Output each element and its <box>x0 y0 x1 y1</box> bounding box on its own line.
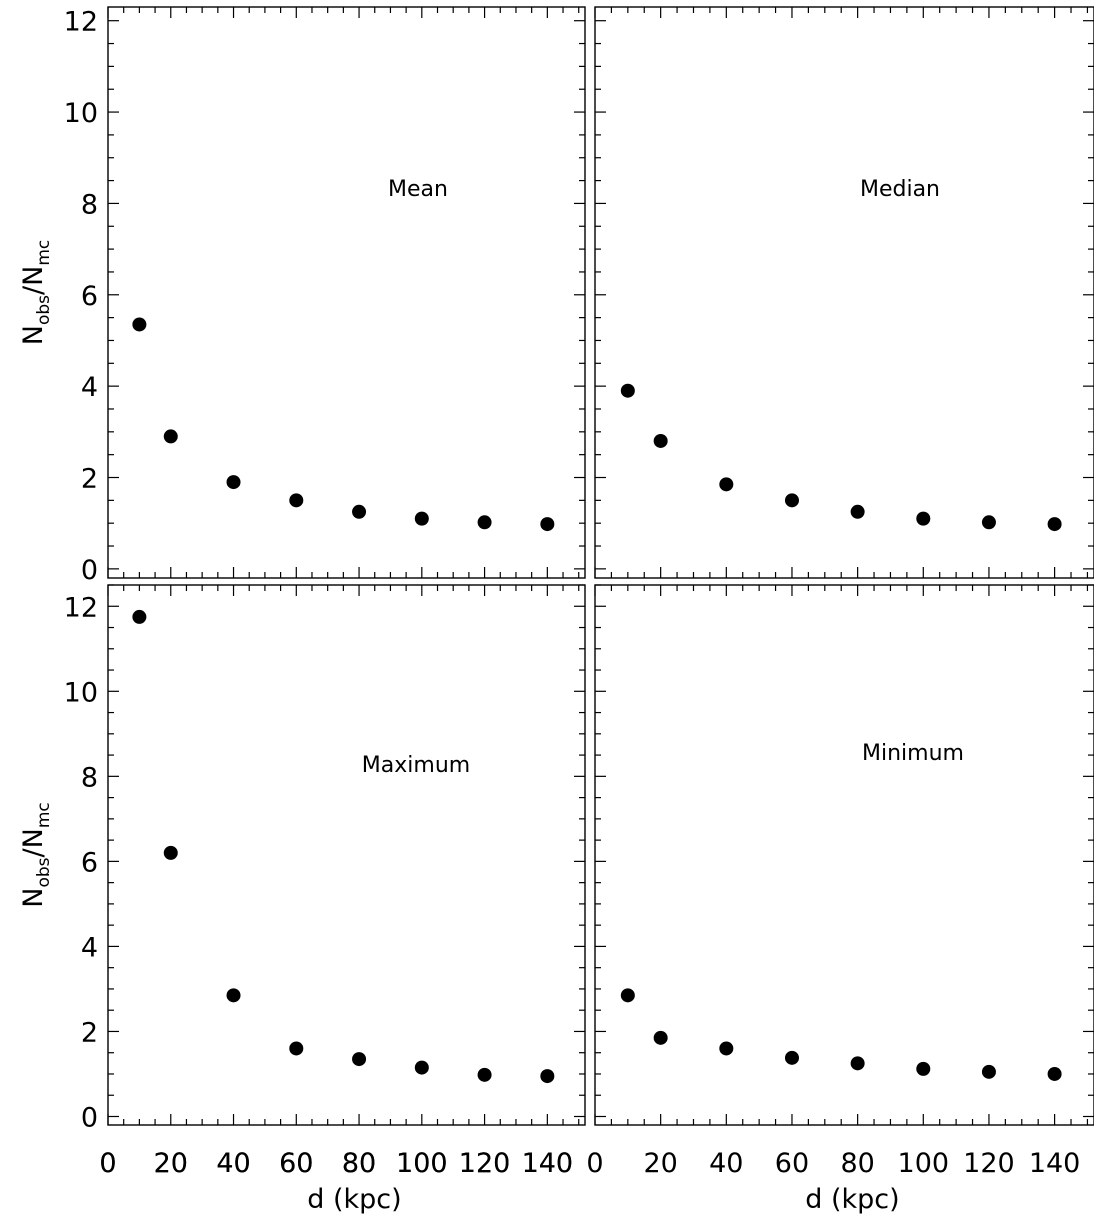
y-tick-label: 0 <box>81 555 98 586</box>
y-axis-title-sub1: obs <box>34 857 54 887</box>
panel-annotation: Maximum <box>362 753 470 778</box>
y-axis-title-sub1: obs <box>34 295 54 325</box>
y-tick-label: 12 <box>64 7 98 38</box>
y-tick-label: 12 <box>64 592 98 623</box>
data-point <box>289 493 304 508</box>
data-point <box>477 1067 492 1082</box>
y-tick-label: 2 <box>81 1017 98 1048</box>
data-point <box>916 1061 931 1076</box>
y-tick-label: 6 <box>81 847 98 878</box>
x-axis-title: d (kpc) <box>307 1184 401 1215</box>
y-tick-label: 2 <box>81 464 98 495</box>
x-tick-label: 140 <box>1029 1148 1081 1179</box>
x-tick-label: 20 <box>154 1148 188 1179</box>
y-axis-title-slash: / <box>18 285 49 295</box>
panel-annotation: Mean <box>388 177 448 202</box>
y-axis-title-slash: / <box>18 847 49 857</box>
y-axis-title: Nobs/Nmc <box>18 240 54 346</box>
x-tick-label: 40 <box>709 1148 743 1179</box>
data-point <box>653 1030 668 1045</box>
y-tick-label: 8 <box>81 189 98 220</box>
data-point <box>916 511 931 526</box>
y-axis-title-sub2: mc <box>34 802 54 828</box>
data-point <box>414 511 429 526</box>
data-point <box>719 1041 734 1056</box>
x-axis-title: d (kpc) <box>805 1184 899 1215</box>
y-tick-label: 4 <box>81 932 98 963</box>
x-tick-label: 100 <box>396 1148 448 1179</box>
data-point <box>289 1041 304 1056</box>
data-point <box>226 988 241 1003</box>
y-axis-title: Nobs/Nmc <box>18 802 54 908</box>
data-point <box>1047 1066 1062 1081</box>
data-point <box>163 429 178 444</box>
data-point <box>719 477 734 492</box>
data-point <box>414 1060 429 1075</box>
x-tick-label: 0 <box>99 1148 116 1179</box>
x-tick-label: 40 <box>216 1148 250 1179</box>
panel-bottom-left: 0 20 40 60 80 100 120 140 0 2 4 6 8 10 12 Maximum d (kpc… <box>18 584 586 1215</box>
data-point <box>226 475 241 490</box>
x-tick-label: 20 <box>643 1148 677 1179</box>
x-tick-label: 120 <box>459 1148 511 1179</box>
panel-annotation: Median <box>860 177 940 202</box>
data-point <box>653 433 668 448</box>
y-tick-label: 4 <box>81 372 98 403</box>
data-point <box>981 515 996 530</box>
x-tick-label: 140 <box>522 1148 574 1179</box>
panel-annotation: Minimum <box>862 741 964 766</box>
data-point <box>784 1050 799 1065</box>
data-point <box>132 609 147 624</box>
x-tick-label: 120 <box>459 1148 511 1179</box>
plot-frame <box>107 6 586 579</box>
x-tick-label: 140 <box>522 1148 574 1179</box>
plot-frame <box>594 6 1094 579</box>
x-tick-label: 40 <box>216 1148 250 1179</box>
x-tick-label: 80 <box>342 1148 376 1179</box>
panel-bottom-right: 0 20 40 60 80 100 120 140 Minimum d (kpc) <box>586 584 1094 1215</box>
y-axis-title-n1: N <box>18 888 49 908</box>
data-point <box>352 1052 367 1067</box>
data-point <box>540 517 555 532</box>
data-point <box>850 504 865 519</box>
x-tick-label: 80 <box>342 1148 376 1179</box>
x-tick-label: 80 <box>840 1148 874 1179</box>
y-tick-label: 10 <box>64 98 98 129</box>
plot-frame <box>107 584 586 1126</box>
x-tick-label: 60 <box>279 1148 313 1179</box>
data-point <box>784 493 799 508</box>
y-axis-title-n2: N <box>18 828 49 848</box>
x-tick-label: 20 <box>154 1148 188 1179</box>
x-tick-label: 60 <box>279 1148 313 1179</box>
y-axis-title-n1: N <box>18 325 49 345</box>
data-point <box>163 845 178 860</box>
data-point <box>132 317 147 332</box>
x-tick-label: 100 <box>898 1148 950 1179</box>
y-tick-label: 0 <box>81 1102 98 1133</box>
x-tick-label: 100 <box>396 1148 448 1179</box>
y-tick-label: 6 <box>81 281 98 312</box>
data-point <box>477 515 492 530</box>
plot-frame <box>594 584 1094 1126</box>
data-point <box>620 988 635 1003</box>
y-axis-title-n2: N <box>18 266 49 286</box>
x-tick-label: 0 <box>586 1148 603 1179</box>
data-point <box>540 1069 555 1084</box>
data-point <box>850 1056 865 1071</box>
y-axis-title-sub2: mc <box>34 240 54 266</box>
panel-top-right: Median <box>594 6 1094 579</box>
x-tick-label: 120 <box>963 1148 1015 1179</box>
x-tick-label: 0 <box>99 1148 116 1179</box>
y-tick-label: 8 <box>81 762 98 793</box>
data-point <box>981 1064 996 1079</box>
y-tick-label: 10 <box>64 677 98 708</box>
data-point <box>352 504 367 519</box>
data-point <box>1047 517 1062 532</box>
data-point <box>620 383 635 398</box>
x-tick-label: 60 <box>775 1148 809 1179</box>
